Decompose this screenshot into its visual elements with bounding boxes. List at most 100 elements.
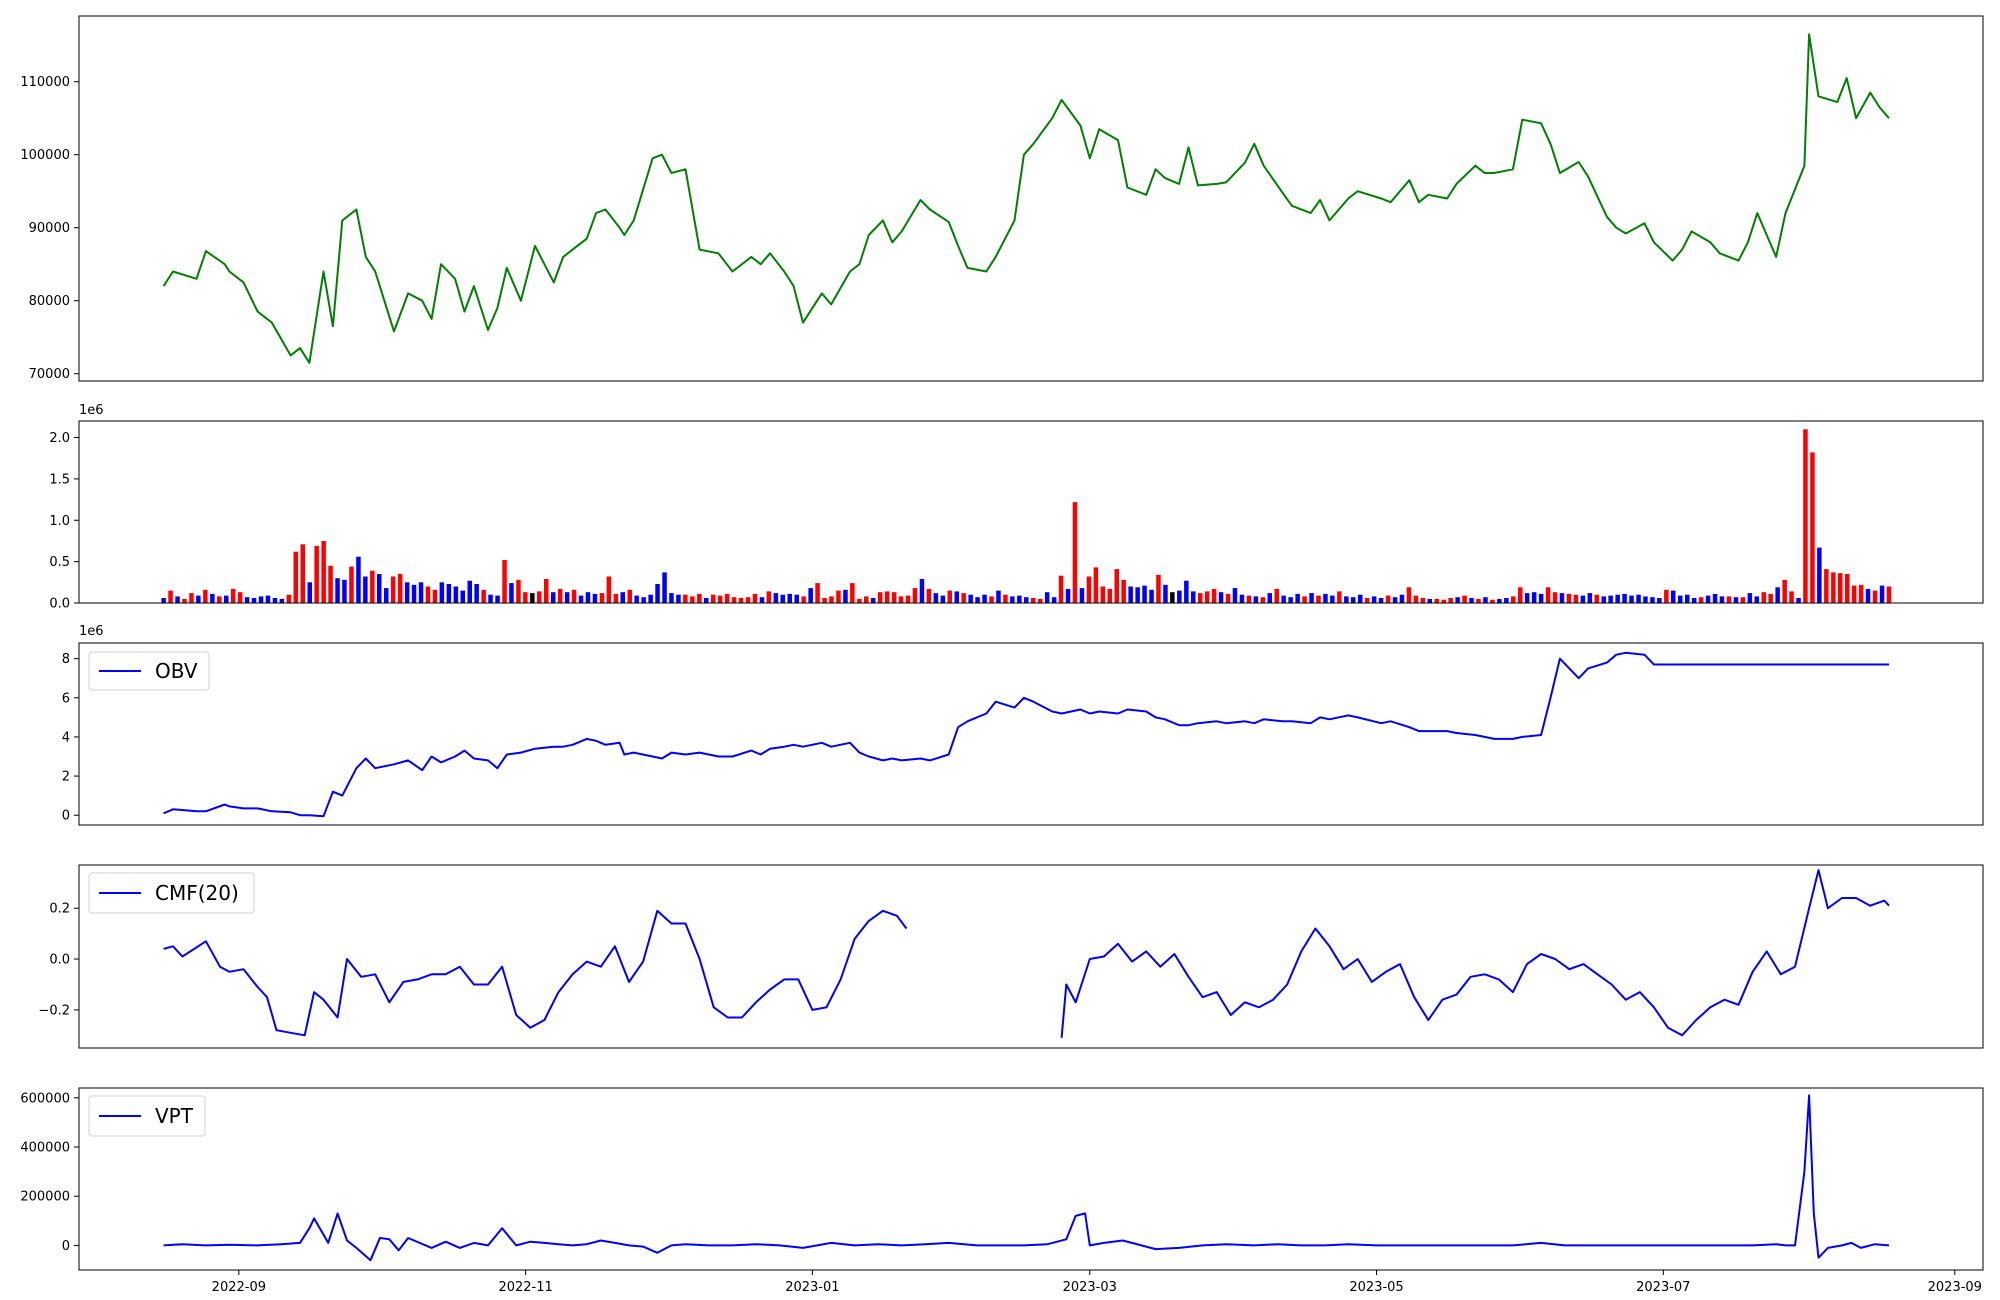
volume-bar [1858,584,1864,603]
volume-bar [919,579,925,603]
volume-bar [390,576,396,603]
volume-bar [1198,593,1203,603]
volume-bar [690,596,695,603]
vpt-legend: VPT [88,1095,206,1137]
volume-bar [1156,574,1161,603]
volume-bar [1448,598,1453,603]
obv-offset-label: 1e6 [79,624,104,639]
volume-bar [1267,593,1272,603]
volume-axes-frame [78,420,1984,604]
volume-bar [634,595,639,603]
volume-bar [592,593,598,603]
vpt-yticks: 0 200000 400000 600000 [20,1091,79,1254]
volume-bar [411,584,417,603]
volume-bar [1705,595,1711,603]
volume-bar [1211,588,1217,603]
volume-bar [1330,595,1335,603]
volume-bar [1142,585,1147,603]
vpt-ytick-label: 400000 [20,1141,70,1156]
cmf-line-segment [1060,869,1890,1038]
volume-bar [745,597,751,603]
obv-legend: OBV [88,651,210,691]
volume-bar [996,590,1001,603]
volume-bar [620,592,625,603]
vpt-ytick-label: 0 [62,1239,70,1254]
volume-bar [1344,596,1349,603]
volume-bar [871,598,876,603]
volume-bar [1476,598,1481,603]
volume-bar [321,541,326,603]
volume-bar [1636,594,1641,603]
volume-bar [1309,593,1314,603]
volume-bar [655,584,660,603]
volume-bar [1413,595,1419,603]
volume-bar [544,579,549,603]
volume-bar [968,594,973,603]
volume-bar [1163,584,1168,603]
volume-bar [1392,597,1398,603]
price-axes-frame [78,15,1984,382]
volume-bar [1719,596,1725,603]
volume-bar [954,591,959,603]
volume-bar [286,594,292,603]
cmf-axes-frame [78,864,1984,1049]
volume-bar [1427,598,1432,603]
volume-bar [1010,596,1015,603]
volume-bar [279,598,285,603]
volume-bar [1559,593,1565,603]
volume-bar [175,596,180,603]
volume-bar [1455,597,1460,603]
vpt-panel: 0 200000 400000 600000 VPT [20,1087,1984,1271]
volume-bar [731,597,737,603]
volume-bar [780,594,785,603]
volume-bar [787,593,792,603]
volume-bar [766,591,772,603]
volume-bar [662,572,667,603]
volume-bar [467,580,472,603]
volume-bar [676,594,681,603]
volume-bar [1441,599,1446,603]
volume-bar [1810,452,1815,603]
price-ytick-label: 70000 [29,367,70,382]
volume-bar [836,590,841,603]
obv-ytick-label: 2 [62,770,70,785]
volume-bar [432,589,438,603]
volume-bar [815,583,820,603]
volume-bar [1782,579,1787,603]
volume-bar [940,595,946,603]
volume-bar [1775,587,1780,603]
volume-bar [1079,588,1085,603]
volume-bar [418,582,424,603]
volume-bar [822,598,827,603]
volume-bar [1768,593,1773,603]
xtick-label: 2023-03 [1063,1280,1117,1295]
volume-bar [258,596,264,603]
volume-bar [752,593,758,603]
volume-bar [397,574,403,603]
volume-bar [1622,593,1627,603]
volume-bar [1594,594,1599,603]
volume-bar [1406,587,1412,603]
volume-bar [1051,597,1057,603]
volume-bar [1608,595,1613,603]
volume-bar [384,588,389,603]
volume-bar [1184,580,1189,603]
volume-bar [1698,597,1704,603]
volume-bar [1253,596,1259,603]
volume-bar [363,576,368,603]
volume-bar [210,593,215,603]
vpt-axes-frame [78,1087,1984,1271]
volume-bar [1114,569,1119,603]
volume-bar [843,589,848,603]
volume-bar [314,545,319,603]
volume-bar [1358,594,1363,603]
volume-bar [509,583,514,603]
volume-bar [697,593,702,603]
vpt-plot [163,1094,1890,1262]
volume-bar [1518,587,1523,603]
volume-bar [460,590,465,603]
volume-ytick-label: 0.0 [49,597,70,612]
volume-bar [641,597,646,603]
cmf-yticks: −0.2 0.0 0.2 [38,902,79,1018]
volume-bar [237,592,243,603]
